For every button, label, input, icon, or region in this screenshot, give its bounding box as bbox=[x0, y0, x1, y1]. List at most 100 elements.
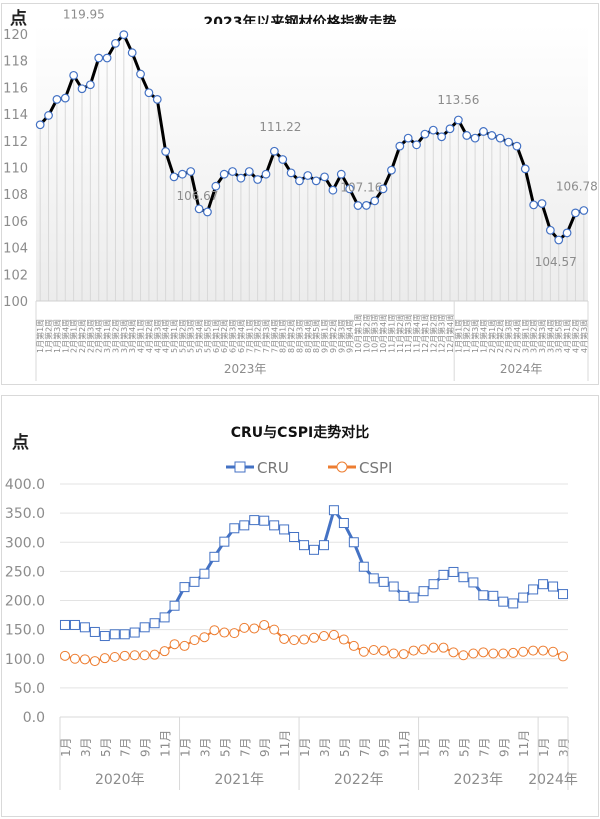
cru-point bbox=[378, 576, 389, 587]
x-tick-label: 3月 bbox=[79, 737, 93, 757]
cru-point bbox=[99, 631, 110, 642]
cru-point bbox=[518, 592, 529, 603]
data-point bbox=[571, 208, 580, 218]
x-tick-label: 3月第5周 bbox=[554, 319, 564, 353]
cru-point bbox=[239, 520, 250, 531]
legend-cspi-label: CSPI bbox=[359, 459, 392, 477]
y-tick-label: 400.0 bbox=[5, 477, 45, 493]
cspi-point bbox=[458, 650, 469, 661]
cspi-point bbox=[259, 619, 270, 630]
cspi-point bbox=[428, 642, 439, 653]
x-tick-label: 3月 bbox=[198, 737, 212, 757]
cspi-point bbox=[129, 650, 140, 661]
cspi-point bbox=[398, 649, 409, 660]
data-point bbox=[52, 95, 62, 104]
data-point bbox=[169, 172, 179, 182]
cspi-point bbox=[358, 646, 369, 657]
cspi-point bbox=[249, 623, 260, 634]
data-point bbox=[512, 141, 522, 151]
cspi-point bbox=[109, 652, 120, 663]
cspi-point bbox=[518, 646, 529, 657]
cspi-point bbox=[368, 645, 379, 656]
legend-cspi: CSPI bbox=[328, 459, 392, 477]
cspi-point bbox=[348, 640, 359, 651]
x-tick-label: 6月第1周 bbox=[211, 319, 221, 353]
data-point bbox=[320, 172, 329, 182]
data-point bbox=[545, 225, 555, 235]
cru-point bbox=[289, 532, 300, 543]
x-tick-label: 5月第5周 bbox=[202, 319, 212, 353]
cru-line bbox=[64, 506, 564, 638]
x-tick-label: 5月 bbox=[99, 737, 113, 757]
data-label: 106.67 bbox=[176, 189, 218, 203]
data-point bbox=[244, 167, 254, 176]
x-tick-label: 1月第2周 bbox=[462, 319, 472, 353]
x-tick-label: 11月第3周 bbox=[403, 314, 413, 353]
cspi-point bbox=[89, 656, 100, 667]
y-tick-label: 100 bbox=[3, 295, 28, 310]
cspi-point bbox=[289, 635, 300, 646]
x-tick-label: 4月第3周 bbox=[152, 319, 162, 353]
x-tick-label: 1月 bbox=[59, 737, 73, 757]
data-point bbox=[203, 207, 212, 217]
cru-point bbox=[428, 579, 439, 590]
data-point bbox=[412, 140, 421, 150]
x-tick-label: 6月第3周 bbox=[228, 319, 238, 353]
y-tick-label: 150.0 bbox=[5, 623, 45, 639]
x-tick-label: 6月第4周 bbox=[236, 319, 246, 353]
y-tick-label: 100.0 bbox=[5, 652, 45, 668]
x-tick-label: 7月 bbox=[119, 737, 133, 757]
cru-point bbox=[259, 515, 270, 526]
x-tick-label: 1月第1周 bbox=[35, 319, 45, 353]
x-tick-label: 4月第1周 bbox=[136, 319, 146, 353]
x-tick-label: 10月第3周 bbox=[370, 314, 380, 353]
x-tick-label: 4月第3周 bbox=[579, 319, 589, 353]
cru-point bbox=[498, 596, 509, 607]
data-point bbox=[85, 80, 95, 90]
y-tick-label: 120 bbox=[3, 28, 28, 43]
x-tick-label: 5月第3周 bbox=[186, 319, 196, 353]
cspi-point bbox=[139, 650, 150, 661]
cspi-point bbox=[79, 654, 90, 665]
data-point bbox=[420, 129, 430, 139]
cru-point bbox=[279, 524, 290, 535]
cspi-point bbox=[189, 635, 200, 646]
x-tick-label: 3月 bbox=[437, 737, 451, 757]
data-point bbox=[479, 127, 488, 136]
data-point bbox=[428, 125, 438, 135]
cru-point bbox=[508, 598, 519, 609]
x-tick-label: 5月 bbox=[218, 737, 232, 757]
y-tick-label: 102 bbox=[3, 268, 28, 283]
x-tick-label: 10月第4周 bbox=[378, 314, 388, 353]
x-tick-label: 2月第1周 bbox=[69, 319, 79, 353]
cru-point bbox=[388, 581, 399, 592]
x-tick-label: 3月第4周 bbox=[545, 319, 555, 353]
x-tick-label: 4月第2周 bbox=[144, 319, 154, 353]
data-point bbox=[219, 169, 229, 179]
x-tick-label: 12月第4周 bbox=[445, 314, 455, 353]
cspi-point bbox=[219, 627, 230, 638]
x-tick-label: 8月第4周 bbox=[303, 319, 313, 353]
data-point bbox=[462, 131, 472, 140]
x-tick-label: 7月 bbox=[477, 737, 491, 757]
year-label: 2024年 bbox=[528, 772, 578, 788]
cru-point bbox=[368, 573, 379, 584]
cspi-point bbox=[309, 632, 319, 643]
cru-point bbox=[478, 590, 489, 601]
x-tick-label: 7月第1周 bbox=[244, 319, 254, 353]
cru-point bbox=[179, 582, 190, 593]
plot-background bbox=[36, 24, 588, 301]
y-tick-label: 108 bbox=[3, 188, 28, 203]
x-tick-label: 11月第4周 bbox=[412, 314, 422, 353]
x-tick-label: 1月第3周 bbox=[470, 319, 480, 353]
data-point bbox=[186, 167, 196, 176]
x-tick-label: 3月第1周 bbox=[520, 319, 530, 353]
cspi-point bbox=[239, 622, 250, 633]
cru-point bbox=[528, 584, 539, 595]
data-point bbox=[228, 167, 237, 176]
data-label: 111.22 bbox=[259, 120, 301, 134]
cru-point bbox=[189, 576, 200, 587]
cru-point bbox=[89, 626, 100, 637]
x-tick-label: 9月 bbox=[258, 737, 272, 757]
